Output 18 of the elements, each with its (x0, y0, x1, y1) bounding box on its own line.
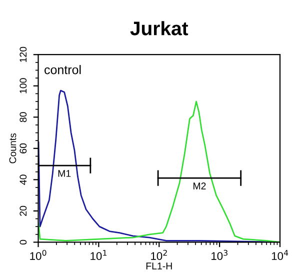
y-tick-label: 0 (20, 240, 27, 245)
y-tick-label: 40 (20, 174, 27, 185)
x-tick-label: 10$^{1}$ (90, 250, 106, 260)
x-tick-label: 10$^{3}$ (212, 250, 228, 260)
series-label: control (44, 65, 81, 74)
x-tick-label: 10$^{2}$ (151, 250, 167, 260)
y-tick-label: 60 (20, 143, 27, 154)
x-tick-label: 10$^{4}$ (272, 250, 288, 260)
annotation: M1 (58, 170, 71, 177)
y-tick-label: 120 (20, 46, 27, 62)
x-axis-title: FL1-H (146, 262, 172, 270)
y-tick-label: 80 (20, 112, 27, 122)
y-tick-label: 20 (20, 206, 27, 216)
y-tick-label: 100 (20, 78, 27, 94)
x-tick-label: 10$^{0}$ (30, 250, 46, 260)
y-axis-title: Counts (9, 133, 16, 164)
chart-title: Jurkat (130, 21, 188, 36)
annotation: M2 (194, 182, 206, 190)
